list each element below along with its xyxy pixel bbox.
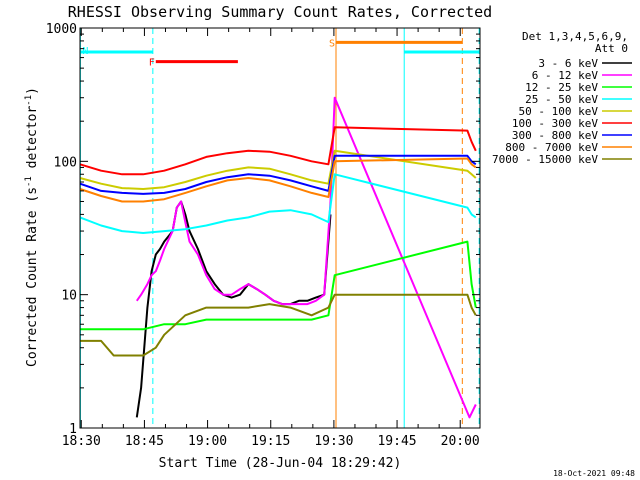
series-line: [79, 149, 477, 190]
legend-label: 800 - 7000 keV: [505, 141, 598, 154]
y-tick-label: 1000: [46, 22, 77, 37]
flag-label: F: [149, 58, 155, 69]
legend-label: 7000 - 15000 keV: [492, 153, 598, 166]
x-tick-label: 19:45: [377, 434, 416, 449]
footer-timestamp: 18-Oct-2021 09:48: [553, 469, 635, 478]
series-line: [79, 157, 477, 203]
legend-label: 3 - 6 keV: [538, 57, 598, 70]
x-tick-label: 18:30: [62, 434, 101, 449]
legend-label: 50 - 100 keV: [519, 105, 599, 118]
x-tick-label: 18:45: [125, 434, 164, 449]
series-line: [79, 126, 477, 176]
legend-label: 6 - 12 keV: [532, 69, 599, 82]
axes: 1 10 100 1000 18:30 18:45 19:00 19:15 19:30 19:45…: [46, 22, 481, 449]
legend-label: 25 - 50 keV: [525, 93, 598, 106]
x-tick-label: 19:00: [188, 434, 227, 449]
x-axis-label: Start Time (28-Jun-04 18:29:42): [159, 456, 402, 471]
legend-label: 300 - 800 keV: [512, 129, 598, 142]
series-line: [135, 200, 332, 418]
legend-label: 12 - 25 keV: [525, 81, 598, 94]
flag-label: S: [329, 38, 335, 49]
series-line: [80, 240, 477, 331]
y-axis-label: Corrected Count Rate (s-1 detector-1): [24, 87, 40, 367]
x-tick-label: 20:00: [441, 434, 480, 449]
series-line: [135, 96, 477, 419]
series-line: [80, 293, 477, 357]
legend-label: 100 - 300 keV: [512, 117, 598, 130]
flag-bars: N F S: [80, 38, 480, 69]
y-tick-label: 1: [69, 422, 77, 437]
plot-frame: [79, 27, 481, 429]
series-line: [79, 154, 477, 195]
y-tick-label: 100: [54, 155, 77, 170]
y-tick-label: 10: [61, 289, 77, 304]
x-tick-label: 19:15: [251, 434, 290, 449]
legend-header: Det 1,3,4,5,6,9,: [522, 30, 628, 43]
chart-title: RHESSI Observing Summary Count Rates, Co…: [68, 3, 492, 21]
series-lines: [79, 96, 477, 419]
series-line: [79, 173, 477, 234]
legend-header: Att 0: [595, 42, 628, 55]
x-tick-label: 19:30: [314, 434, 353, 449]
flag-label: N: [82, 46, 88, 57]
